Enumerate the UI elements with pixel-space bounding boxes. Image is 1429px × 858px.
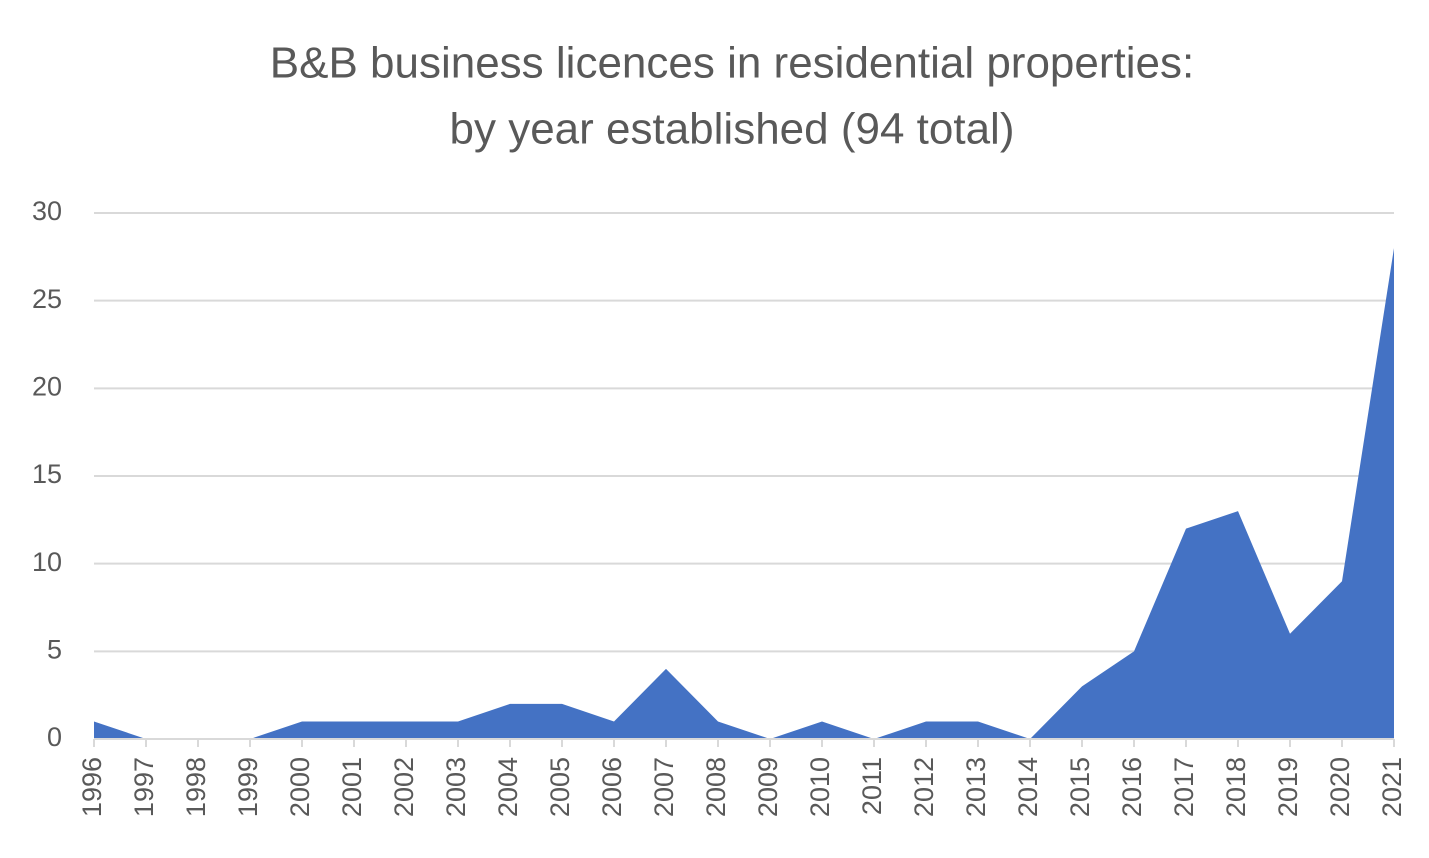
x-tick-label: 2009: [753, 757, 783, 817]
x-tick-label: 2011: [857, 757, 887, 815]
x-tick-label: 2001: [337, 757, 367, 817]
x-tick-label: 2006: [597, 757, 627, 817]
x-tick-label: 2017: [1169, 757, 1199, 817]
x-tick-label: 2019: [1273, 757, 1303, 817]
x-tick-label: 2016: [1117, 757, 1147, 817]
x-tick-label: 2018: [1221, 757, 1251, 817]
x-tick-label: 2021: [1377, 757, 1407, 817]
chart-title: B&B business licences in residential pro…: [270, 39, 1194, 88]
x-tick-label: 2010: [805, 757, 835, 817]
x-tick-label: 1998: [181, 757, 211, 817]
area: [94, 248, 1394, 740]
x-tick-label: 2008: [701, 757, 731, 817]
x-tick-label: 2014: [1013, 757, 1043, 817]
x-tick-label: 2003: [441, 757, 471, 817]
x-tick-label: 1996: [77, 757, 107, 817]
x-tick-label: 1997: [129, 757, 159, 817]
y-tick-label: 5: [47, 634, 62, 664]
x-tick-label: 2004: [493, 757, 523, 817]
x-tick-label: 2000: [285, 757, 315, 817]
x-tick-label: 2007: [649, 757, 679, 817]
x-tick-label: 2015: [1065, 757, 1095, 817]
x-tick-label: 2002: [389, 757, 419, 817]
x-tick-label: 1999: [233, 757, 263, 817]
x-tick-label: 2020: [1325, 757, 1355, 817]
x-tick-label: 2013: [961, 757, 991, 817]
y-tick-label: 15: [32, 459, 62, 489]
chart-title: by year established (94 total): [450, 105, 1015, 154]
y-tick-label: 0: [47, 722, 62, 752]
x-tick-label: 2012: [909, 757, 939, 817]
y-tick-label: 10: [32, 547, 62, 577]
y-tick-label: 20: [32, 371, 62, 401]
y-tick-label: 30: [32, 196, 62, 226]
y-tick-label: 25: [32, 284, 62, 314]
x-tick-label: 2005: [545, 757, 575, 817]
